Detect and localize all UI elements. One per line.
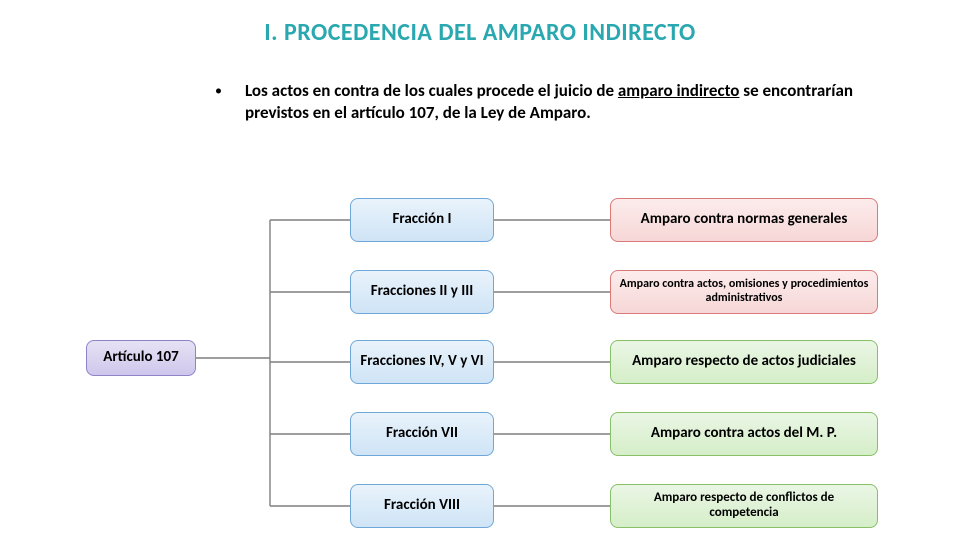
desc-node-3: Amparo contra actos del M. P. — [610, 412, 878, 456]
desc-node-4: Amparo respecto de conflictos de compete… — [610, 484, 878, 528]
fraction-node-1: Fracciones II y III — [350, 270, 494, 314]
intro-prefix: Los actos en contra de los cuales proced… — [245, 80, 618, 101]
desc-node-0: Amparo contra normas generales — [610, 198, 878, 242]
desc-node-2: Amparo respecto de actos judiciales — [610, 340, 878, 384]
root-node-articulo-107: Artículo 107 — [86, 340, 196, 376]
page-title: I. PROCEDENCIA DEL AMPARO INDIRECTO — [0, 18, 960, 47]
intro-text: Los actos en contra de los cuales proced… — [245, 80, 855, 124]
bullet-dot-icon: • — [215, 80, 245, 124]
fraction-node-0: Fracción I — [350, 198, 494, 242]
fraction-node-2: Fracciones IV, V y VI — [350, 340, 494, 384]
intro-bullet: • Los actos en contra de los cuales proc… — [215, 80, 855, 124]
intro-underlined: amparo indirecto — [618, 80, 740, 101]
fraction-node-4: Fracción VIII — [350, 484, 494, 528]
desc-node-1: Amparo contra actos, omisiones y procedi… — [610, 270, 878, 314]
fraction-node-3: Fracción VII — [350, 412, 494, 456]
